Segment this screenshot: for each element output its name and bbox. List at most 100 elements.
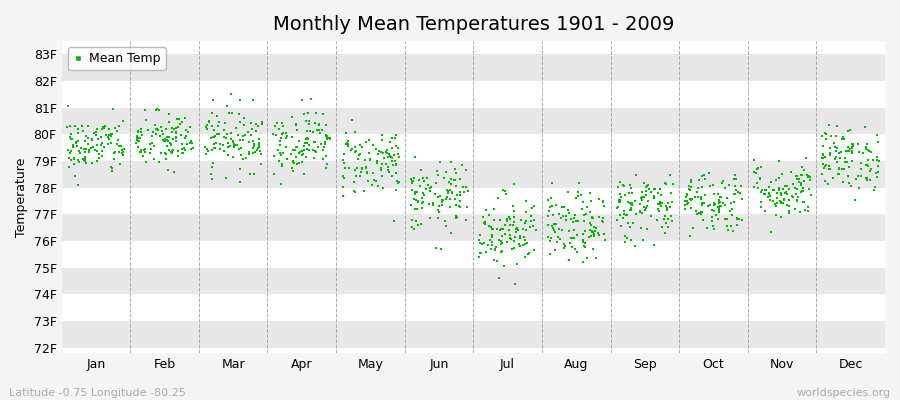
Point bbox=[77, 138, 92, 145]
Point bbox=[410, 188, 425, 195]
Point bbox=[459, 184, 473, 190]
Point bbox=[431, 207, 446, 213]
Point bbox=[818, 178, 832, 184]
Point bbox=[691, 185, 706, 192]
Point bbox=[849, 176, 863, 182]
Point bbox=[487, 257, 501, 264]
Point bbox=[255, 118, 269, 125]
Point bbox=[592, 232, 607, 238]
Point bbox=[388, 158, 402, 164]
Point bbox=[713, 198, 727, 205]
Point bbox=[551, 234, 565, 240]
Point bbox=[485, 239, 500, 245]
Point bbox=[712, 209, 726, 215]
Point bbox=[654, 192, 669, 198]
Point bbox=[429, 180, 444, 186]
Point bbox=[513, 233, 527, 239]
Point bbox=[641, 198, 655, 204]
Point bbox=[68, 173, 82, 179]
Point bbox=[854, 160, 868, 167]
Point bbox=[224, 136, 238, 142]
Point bbox=[176, 150, 190, 156]
Point bbox=[623, 224, 637, 230]
Point bbox=[734, 182, 748, 189]
Point bbox=[638, 192, 652, 198]
Point bbox=[558, 217, 572, 223]
Point bbox=[774, 214, 788, 220]
Point bbox=[753, 175, 768, 181]
Point bbox=[440, 187, 454, 194]
Point bbox=[647, 186, 662, 192]
Bar bbox=[61, 54, 885, 81]
Point bbox=[762, 184, 777, 190]
Point bbox=[549, 221, 563, 227]
Point bbox=[663, 203, 678, 210]
Point bbox=[67, 161, 81, 168]
Point bbox=[437, 218, 452, 224]
Point bbox=[385, 135, 400, 142]
Point bbox=[374, 137, 389, 144]
Point bbox=[782, 186, 796, 192]
Point bbox=[273, 142, 287, 148]
Point bbox=[870, 154, 885, 160]
Point bbox=[842, 146, 857, 152]
Point bbox=[652, 201, 667, 207]
Point bbox=[713, 203, 727, 210]
Point bbox=[705, 207, 719, 213]
Point bbox=[288, 147, 302, 154]
Point bbox=[276, 123, 291, 130]
Point bbox=[804, 192, 818, 198]
Point bbox=[292, 138, 306, 144]
Point bbox=[823, 150, 837, 156]
Point bbox=[501, 214, 516, 221]
Point bbox=[733, 190, 747, 196]
Point bbox=[482, 212, 497, 218]
Point bbox=[557, 241, 572, 248]
Point bbox=[63, 123, 77, 130]
Point bbox=[790, 175, 805, 182]
Point bbox=[415, 205, 429, 211]
Point bbox=[786, 194, 800, 200]
Point bbox=[299, 118, 313, 124]
Point bbox=[707, 226, 722, 232]
Point bbox=[456, 184, 471, 190]
Point bbox=[712, 204, 726, 211]
Point bbox=[354, 169, 368, 176]
Point bbox=[161, 134, 176, 140]
Point bbox=[498, 231, 512, 237]
Point bbox=[319, 132, 333, 139]
Point bbox=[241, 139, 256, 146]
Point bbox=[866, 156, 880, 163]
Point bbox=[528, 227, 543, 233]
Point bbox=[160, 166, 175, 173]
Point bbox=[430, 194, 445, 200]
Point bbox=[788, 173, 803, 180]
Point bbox=[358, 165, 373, 171]
Point bbox=[162, 110, 176, 117]
Point bbox=[384, 155, 399, 161]
Point bbox=[442, 178, 456, 185]
Point bbox=[860, 175, 874, 182]
Point bbox=[822, 166, 836, 172]
Point bbox=[725, 212, 740, 218]
Point bbox=[158, 150, 173, 156]
Point bbox=[371, 151, 385, 157]
Point bbox=[485, 226, 500, 232]
Point bbox=[131, 138, 146, 144]
Point bbox=[267, 123, 282, 129]
Point bbox=[406, 178, 420, 184]
Point bbox=[64, 136, 78, 143]
Point bbox=[234, 145, 248, 151]
Point bbox=[718, 216, 733, 222]
Point bbox=[788, 191, 803, 198]
Point bbox=[436, 201, 450, 208]
Point bbox=[653, 203, 668, 210]
Point bbox=[359, 139, 374, 146]
Point bbox=[707, 208, 722, 215]
Point bbox=[130, 136, 145, 143]
Point bbox=[734, 196, 749, 202]
Point bbox=[566, 215, 580, 221]
Point bbox=[73, 150, 87, 156]
Point bbox=[438, 222, 453, 229]
Point bbox=[203, 135, 218, 141]
